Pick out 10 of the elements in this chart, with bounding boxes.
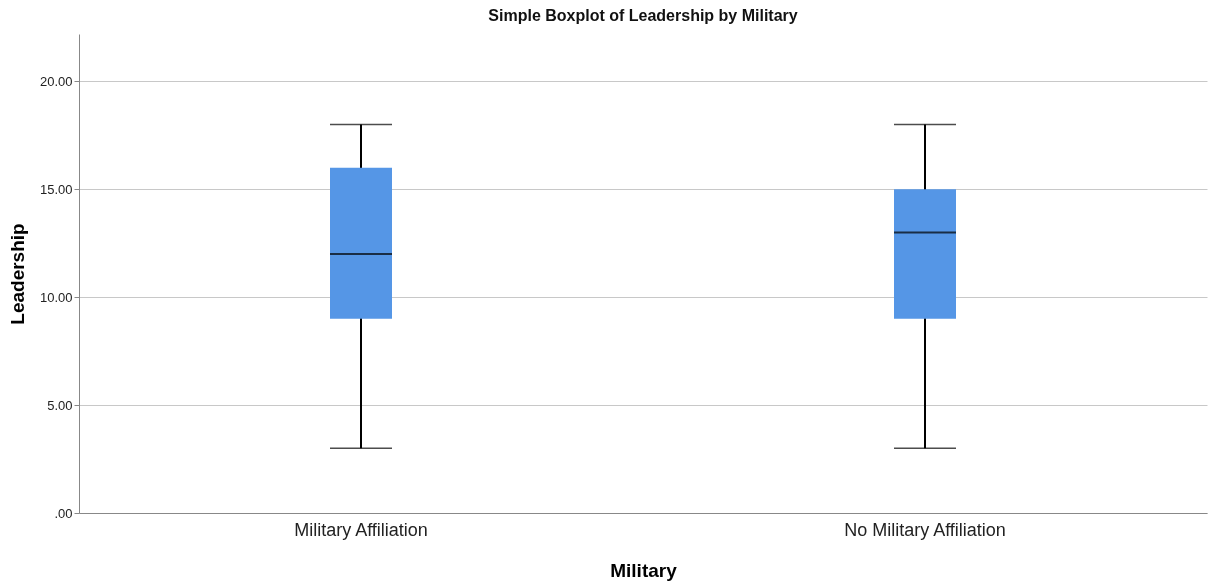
y-axis-title: Leadership [6,223,28,325]
y-tick-label: 20.00 [39,73,73,89]
chart-title: Simple Boxplot of Leadership by Military [488,7,798,24]
y-tick-label: 15.00 [39,181,73,197]
x-tick-label: Military Affiliation [294,519,428,540]
y-tick-label: .00 [54,505,73,521]
x-tick-label: No Military Affiliation [844,519,1006,540]
x-axis-title: Military [610,559,678,581]
y-tick-label: 5.00 [47,397,73,413]
y-tick-label: 10.00 [39,289,73,305]
